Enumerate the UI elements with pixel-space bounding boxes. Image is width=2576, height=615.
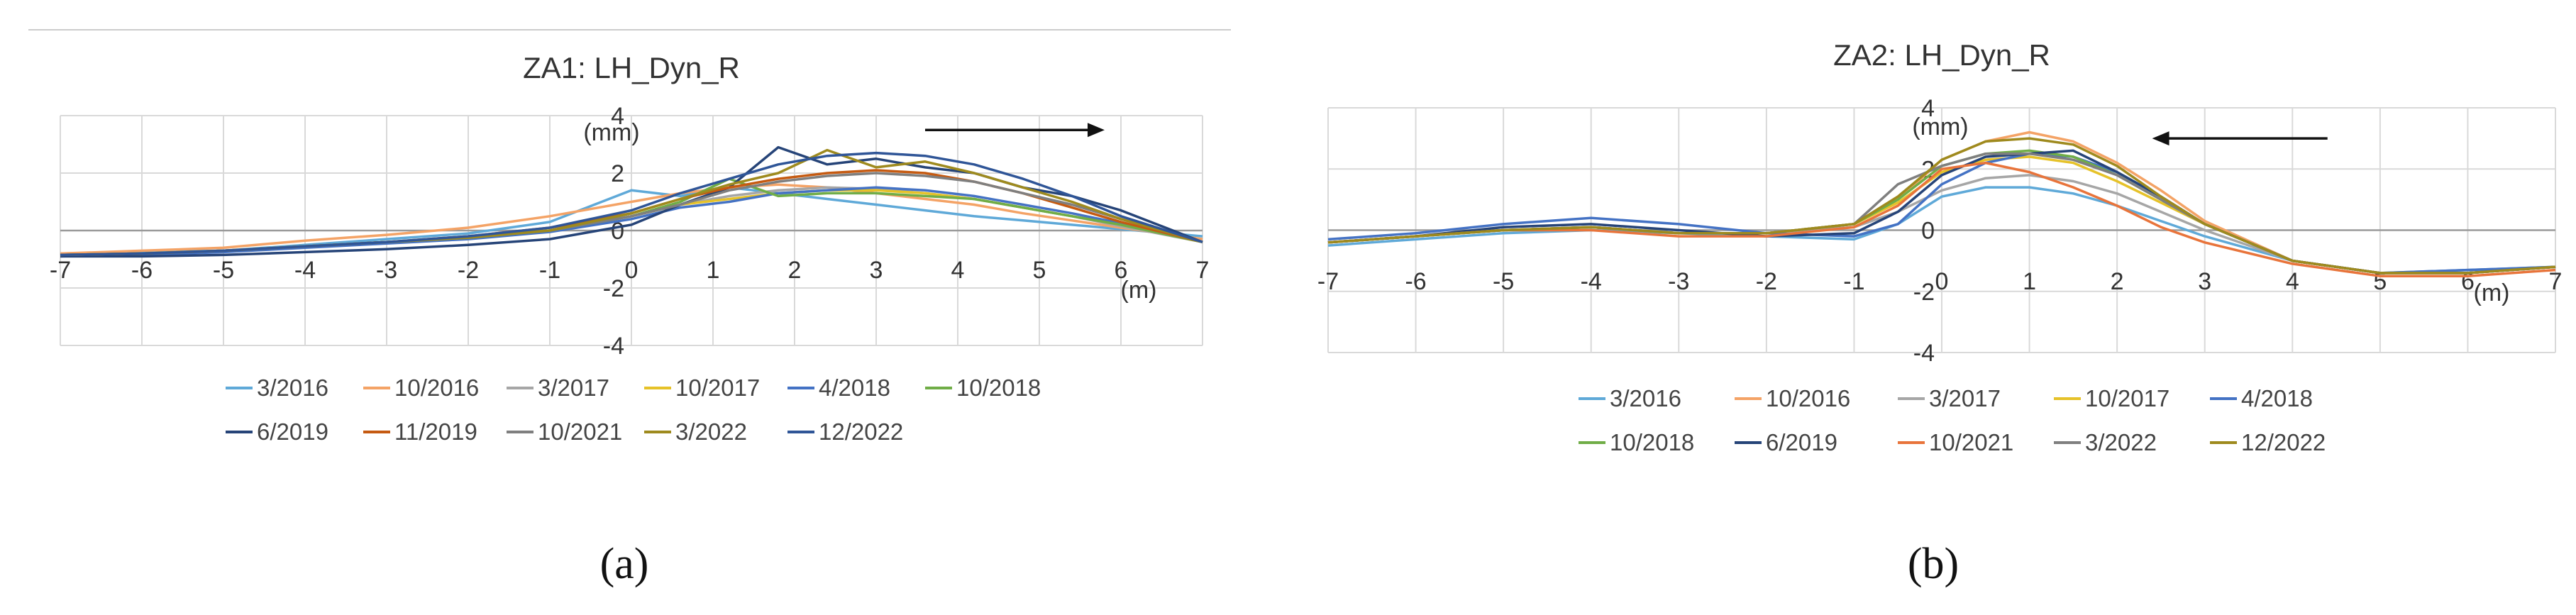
legend-label: 10/2018 xyxy=(1610,429,1694,455)
direction-arrow-head xyxy=(1088,123,1105,138)
x-tick-label: -7 xyxy=(1317,268,1339,295)
legend-label: 4/2018 xyxy=(2241,385,2313,411)
x-tick-label: 2 xyxy=(2111,268,2124,295)
y-tick-label: 0 xyxy=(611,218,624,245)
chart-panel-a: ZA1: LH_Dyn_R-7 -6 -5 -4 -3 -2 -1 0 1 2 3 4 5 6 7-4-20… xyxy=(50,51,1210,588)
y-axis-label: (mm) xyxy=(583,119,639,146)
x-tick-label: -1 xyxy=(539,257,560,284)
x-tick-label: 4 xyxy=(2286,268,2299,295)
x-tick-label: 1 xyxy=(2023,268,2036,295)
y-tick-label: -4 xyxy=(1913,340,1935,367)
x-tick-label: 0 xyxy=(625,257,639,284)
legend-label: 3/2017 xyxy=(1929,385,2001,411)
x-tick-label: -6 xyxy=(1405,268,1426,295)
x-tick-label: 6 xyxy=(1115,257,1128,284)
y-tick-label: 2 xyxy=(611,160,624,187)
legend-label: 10/2021 xyxy=(1929,429,2013,455)
y-tick-label: 0 xyxy=(1921,218,1935,245)
y-tick-label: 4 xyxy=(1921,95,1935,122)
x-tick-label: 1 xyxy=(707,257,720,284)
legend-label: 10/2021 xyxy=(538,419,622,445)
y-tick-label: -2 xyxy=(1913,279,1935,306)
x-tick-label: -6 xyxy=(131,257,153,284)
legend-label: 12/2022 xyxy=(2241,429,2326,455)
chart-panel-b: ZA2: LH_Dyn_R-7 -6 -5 -4 -3 -2 -1 0 1 2 3 4 5 6 7-4-20… xyxy=(1317,38,2563,588)
x-tick-label: -3 xyxy=(1668,268,1689,295)
legend-label: 10/2017 xyxy=(2085,385,2169,411)
legend-label: 3/2016 xyxy=(1610,385,1681,411)
x-axis-label: (m) xyxy=(1121,277,1157,304)
x-tick-label: 4 xyxy=(951,257,965,284)
x-tick-label: 5 xyxy=(1033,257,1046,284)
legend-label: 3/2022 xyxy=(2085,429,2157,455)
legend-label: 3/2017 xyxy=(538,375,609,401)
legend-label: 10/2017 xyxy=(675,375,760,401)
x-tick-label: 2 xyxy=(788,257,802,284)
legend-label: 3/2016 xyxy=(257,375,328,401)
x-tick-label: 3 xyxy=(2198,268,2211,295)
x-tick-label: -3 xyxy=(376,257,397,284)
x-tick-label: -4 xyxy=(1581,268,1602,295)
x-tick-label: -7 xyxy=(50,257,71,284)
y-tick-label: -4 xyxy=(603,333,624,360)
x-tick-label: -5 xyxy=(213,257,234,284)
x-axis-label: (m) xyxy=(2474,279,2510,306)
x-tick-label: 7 xyxy=(1196,257,1210,284)
x-tick-label: -5 xyxy=(1493,268,1514,295)
legend-label: 6/2019 xyxy=(257,419,328,445)
y-tick-label: -2 xyxy=(603,275,624,302)
y-axis-label: (mm) xyxy=(1912,113,1968,140)
series-line xyxy=(60,186,1203,258)
panel-caption: (b) xyxy=(1908,540,1959,588)
chart-title: ZA2: LH_Dyn_R xyxy=(1833,38,2050,72)
panel-caption: (a) xyxy=(600,540,649,588)
legend-label: 10/2016 xyxy=(1766,385,1850,411)
x-tick-label: 0 xyxy=(1935,268,1949,295)
chart-title: ZA1: LH_Dyn_R xyxy=(523,51,740,84)
legend-label: 11/2019 xyxy=(394,419,477,445)
legend-label: 10/2018 xyxy=(956,375,1041,401)
series-line xyxy=(60,151,1203,257)
legend-label: 6/2019 xyxy=(1766,429,1837,455)
legend-label: 4/2018 xyxy=(819,375,890,401)
x-tick-label: -1 xyxy=(1843,268,1864,295)
legend-label: 10/2016 xyxy=(394,375,479,401)
x-tick-label: -2 xyxy=(1756,268,1777,295)
x-tick-label: 7 xyxy=(2549,268,2563,295)
legend-label: 3/2022 xyxy=(675,419,747,445)
y-tick-label: 4 xyxy=(611,103,624,130)
series-line xyxy=(1327,161,2556,277)
legend-label: 12/2022 xyxy=(819,419,903,445)
x-tick-label: -4 xyxy=(294,257,316,284)
x-tick-label: 3 xyxy=(870,257,883,284)
direction-arrow-head xyxy=(2152,131,2169,146)
x-tick-label: -2 xyxy=(458,257,479,284)
series-line xyxy=(1327,137,2556,275)
